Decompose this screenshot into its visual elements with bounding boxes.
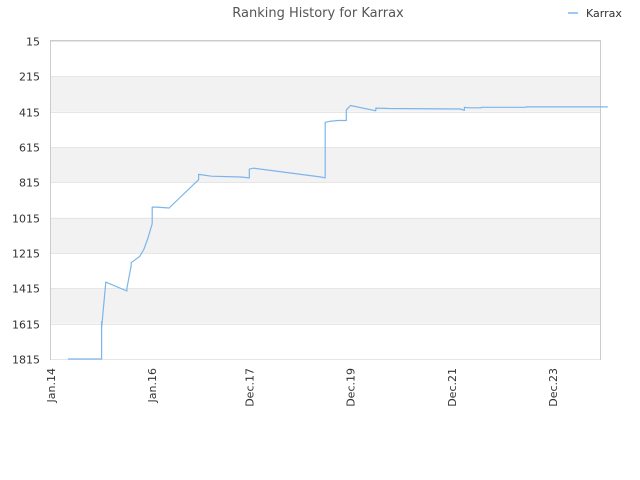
- x-tick-label: Dec.19: [345, 368, 358, 407]
- series-layer: [67, 104, 608, 360]
- series-line-karrax: [67, 104, 608, 360]
- legend-label-karrax: Karrax: [586, 7, 622, 20]
- y-tick-label: 1615: [12, 319, 40, 332]
- y-tick-label: 1815: [12, 354, 40, 367]
- plot-band: [51, 288, 600, 324]
- y-axis-ticks: 15 215 415 615 815 1015 1215 1415 1615 1815: [12, 36, 40, 367]
- y-tick-label: 15: [26, 36, 40, 49]
- y-tick-label: 1415: [12, 283, 40, 296]
- y-tick-label: 815: [19, 177, 40, 190]
- plot-band: [51, 76, 600, 112]
- y-tick-label: 615: [19, 142, 40, 155]
- legend[interactable]: Karrax: [568, 7, 622, 20]
- x-tick-label: Dec.17: [243, 368, 256, 407]
- x-tick-label: Dec.21: [446, 368, 459, 407]
- x-tick-label: Jan.14: [45, 368, 58, 403]
- y-tick-label: 415: [19, 107, 40, 120]
- grid-lines: [51, 41, 600, 360]
- y-tick-label: 215: [19, 71, 40, 84]
- x-tick-label: Jan.16: [146, 368, 159, 403]
- x-tick-label: Dec.23: [547, 368, 560, 407]
- plot-bands: [51, 76, 600, 324]
- plot-band: [51, 217, 600, 253]
- chart-title: Ranking History for Karrax: [232, 6, 404, 21]
- x-axis-ticks: Jan.14 Jan.16 Dec.17 Dec.19 Dec.21 Dec.23: [45, 368, 560, 407]
- y-tick-label: 1215: [12, 248, 40, 261]
- y-tick-label: 1015: [12, 213, 40, 226]
